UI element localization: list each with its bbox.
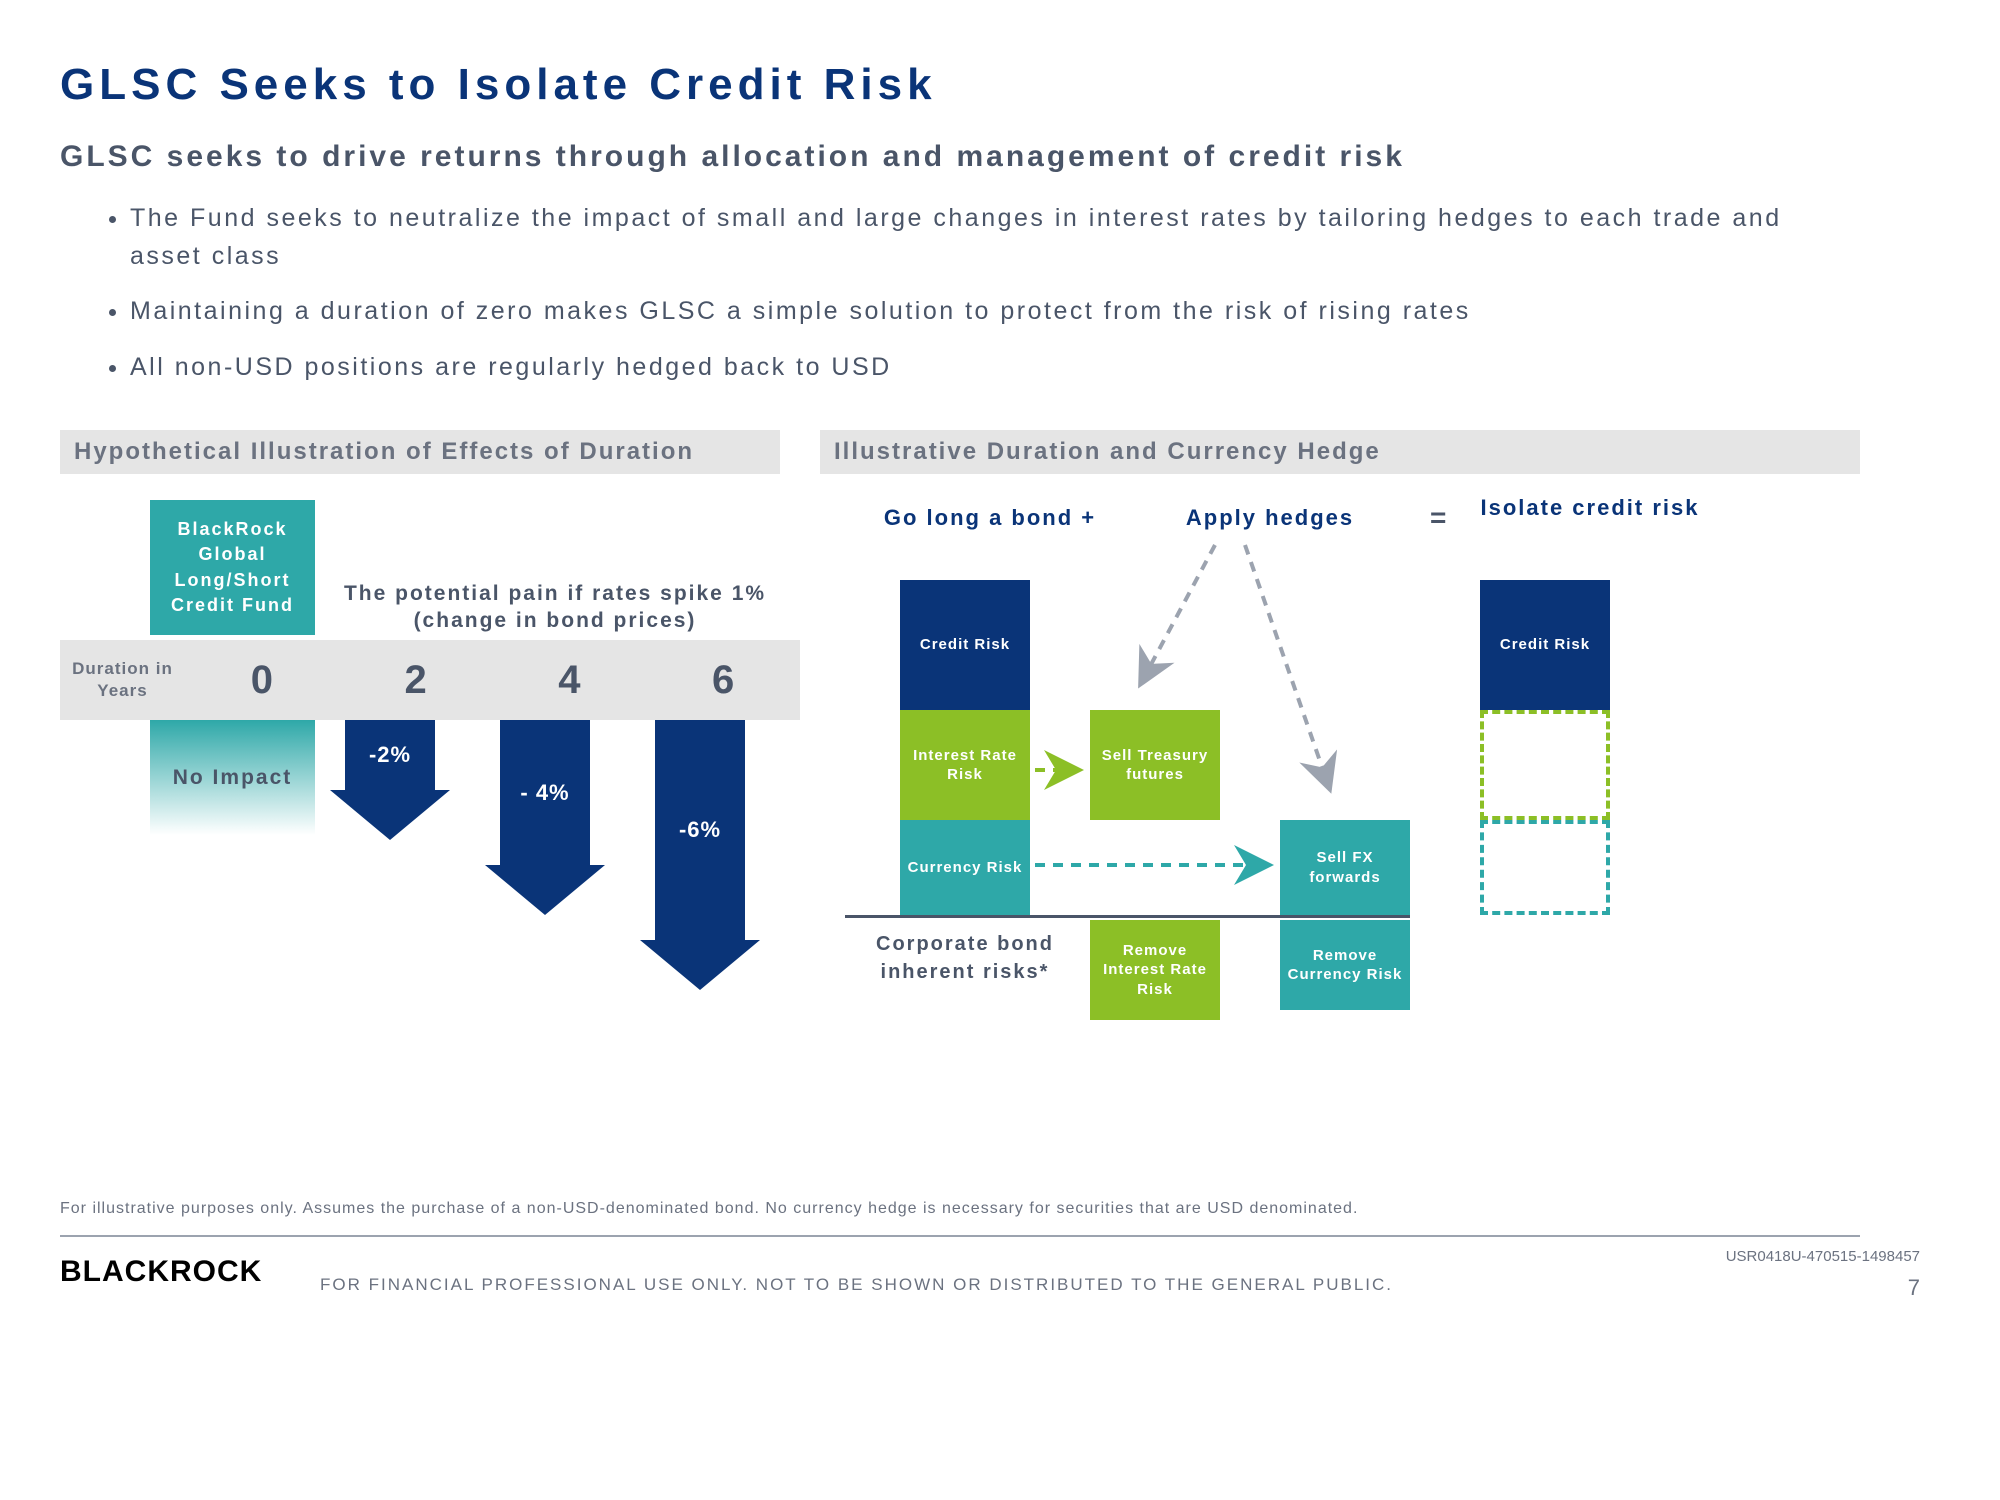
blackrock-logo: BLACKROCK	[60, 1255, 262, 1289]
duration-value: 2	[339, 658, 493, 703]
duration-value: 0	[185, 658, 339, 703]
equals-sign: =	[1430, 502, 1446, 534]
isolated-risk-stack: Credit Risk	[1480, 580, 1610, 915]
impact-arrow: -2%	[345, 720, 450, 840]
document-number: USR0418U-470515-1498457	[1726, 1248, 1920, 1265]
col-header-apply-hedges: Apply hedges	[1140, 505, 1400, 531]
duration-value: 6	[646, 658, 800, 703]
currency-risk-segment: Currency Risk	[900, 820, 1030, 915]
removed-interest-outline	[1480, 710, 1610, 820]
footnote: For illustrative purposes only. Assumes …	[60, 1200, 1358, 1218]
remove-currency-label: Remove Currency Risk	[1280, 920, 1410, 1010]
credit-risk-segment: Credit Risk	[900, 580, 1030, 710]
remove-interest-label: Remove Interest Rate Risk	[1090, 920, 1220, 1020]
subtitle: GLSC seeks to drive returns through allo…	[60, 140, 1405, 174]
bullet-item: All non-USD positions are regularly hedg…	[130, 349, 1830, 387]
pain-caption: The potential pain if rates spike 1% (ch…	[340, 580, 770, 635]
bond-risk-stack: Credit Risk Interest Rate Risk Currency …	[900, 580, 1030, 915]
col-header-isolate: Isolate credit risk	[1480, 495, 1700, 521]
page-title: GLSC Seeks to Isolate Credit Risk	[60, 60, 937, 110]
footer-rule	[60, 1235, 1860, 1237]
left-panel-header: Hypothetical Illustration of Effects of …	[60, 430, 780, 474]
baseline-rule	[845, 915, 1410, 918]
duration-value: 4	[493, 658, 647, 703]
bullet-item: The Fund seeks to neutralize the impact …	[130, 200, 1830, 275]
duration-row: Duration in Years 0 2 4 6	[60, 640, 800, 720]
result-credit-risk: Credit Risk	[1480, 580, 1610, 710]
sell-treasury-box: Sell Treasury futures	[1090, 710, 1220, 820]
no-impact-box: No Impact	[150, 720, 315, 835]
right-panel-header: Illustrative Duration and Currency Hedge	[820, 430, 1860, 474]
disclaimer: FOR FINANCIAL PROFESSIONAL USE ONLY. NOT…	[320, 1275, 1393, 1295]
removed-currency-outline	[1480, 820, 1610, 915]
bullet-item: Maintaining a duration of zero makes GLS…	[130, 293, 1830, 331]
interest-rate-risk-segment: Interest Rate Risk	[900, 710, 1030, 820]
col-header-go-long: Go long a bond +	[860, 505, 1120, 531]
corporate-bond-caption: Corporate bond inherent risks*	[845, 930, 1085, 986]
duration-axis-label: Duration in Years	[60, 658, 185, 702]
sell-fx-box: Sell FX forwards	[1280, 820, 1410, 915]
fund-label-box: BlackRock Global Long/Short Credit Fund	[150, 500, 315, 635]
impact-arrow: -6%	[655, 720, 760, 990]
impact-arrow: - 4%	[500, 720, 605, 915]
page-number: 7	[1908, 1275, 1920, 1301]
bullet-list: The Fund seeks to neutralize the impact …	[130, 200, 1830, 404]
